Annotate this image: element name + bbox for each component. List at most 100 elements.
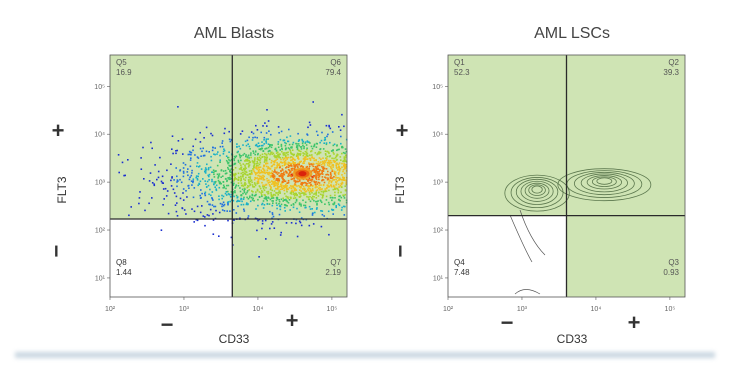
event-point [317, 181, 320, 184]
event-point [161, 182, 164, 184]
event-point [225, 187, 227, 190]
event-point [304, 191, 307, 193]
event-point [338, 167, 341, 170]
event-point [291, 147, 293, 149]
event-point [309, 179, 312, 182]
event-point [222, 150, 225, 153]
event-point [227, 168, 230, 170]
event-point [296, 235, 299, 238]
event-point [230, 168, 233, 170]
event-point [204, 170, 206, 173]
event-point [326, 150, 329, 153]
event-point [299, 154, 301, 156]
event-point [226, 210, 228, 212]
event-point [280, 161, 282, 164]
event-point [201, 150, 203, 153]
event-point [284, 170, 287, 172]
event-point [207, 174, 209, 177]
event-point [261, 141, 263, 143]
event-point [313, 145, 315, 148]
event-point [314, 175, 317, 177]
event-point [325, 195, 328, 198]
event-point [209, 188, 211, 191]
event-point [263, 197, 266, 200]
event-point [330, 167, 332, 169]
chart-1-quadrant-bottom-left-fill [110, 218, 233, 297]
event-point [265, 165, 268, 168]
event-point [339, 195, 341, 197]
event-point [228, 130, 230, 133]
event-point [282, 187, 285, 189]
event-point [293, 187, 295, 189]
event-point [273, 174, 275, 176]
event-point [293, 164, 295, 166]
event-point [218, 181, 221, 183]
event-point [296, 148, 299, 151]
event-point [256, 168, 258, 170]
event-point [330, 165, 332, 168]
event-point [280, 198, 283, 201]
event-point [264, 219, 267, 222]
event-point [280, 172, 283, 175]
event-point [286, 200, 289, 203]
event-point [159, 156, 161, 159]
event-point [322, 166, 325, 169]
quadrant-percentage: 79.4 [325, 68, 341, 77]
event-point [227, 219, 229, 222]
x-tick-label: 10³ [179, 306, 190, 313]
event-point [242, 198, 245, 200]
event-point [220, 169, 223, 171]
event-point [324, 176, 326, 178]
event-point [242, 174, 244, 176]
event-point [294, 187, 297, 190]
event-point [240, 197, 242, 200]
event-point [224, 178, 227, 180]
event-point [288, 199, 291, 201]
event-point [179, 178, 181, 181]
event-point [203, 137, 205, 139]
event-point [263, 171, 266, 174]
event-point [281, 148, 283, 151]
event-point [317, 174, 319, 176]
event-point [293, 165, 295, 168]
event-point [211, 149, 214, 152]
event-point [202, 215, 205, 217]
event-point [264, 197, 267, 199]
event-point [342, 179, 345, 181]
event-point [205, 168, 207, 171]
event-point [328, 182, 330, 184]
event-point [300, 203, 302, 206]
event-point [240, 203, 243, 206]
event-point [298, 139, 300, 142]
event-point [305, 206, 307, 209]
event-point [199, 131, 201, 134]
event-point [302, 185, 305, 188]
event-point [318, 153, 320, 155]
event-point [333, 202, 336, 205]
event-point [256, 158, 259, 160]
event-point [241, 200, 243, 203]
event-point [328, 159, 330, 162]
event-point [312, 157, 315, 160]
event-point [294, 166, 296, 169]
event-point [265, 138, 268, 140]
event-point [327, 210, 330, 213]
event-point [315, 146, 318, 148]
event-point [148, 202, 150, 205]
event-point [290, 191, 292, 194]
event-point [275, 172, 277, 174]
event-point [188, 187, 190, 189]
event-point [317, 195, 320, 197]
event-point [318, 171, 321, 173]
event-point [341, 182, 344, 184]
event-point [253, 160, 256, 163]
event-point [290, 175, 292, 177]
event-point [235, 178, 238, 180]
event-point [285, 187, 288, 189]
event-point [192, 178, 195, 180]
event-point [261, 227, 263, 230]
event-point [205, 170, 207, 172]
event-point [311, 147, 314, 150]
event-point [335, 184, 337, 186]
event-point [315, 170, 317, 172]
